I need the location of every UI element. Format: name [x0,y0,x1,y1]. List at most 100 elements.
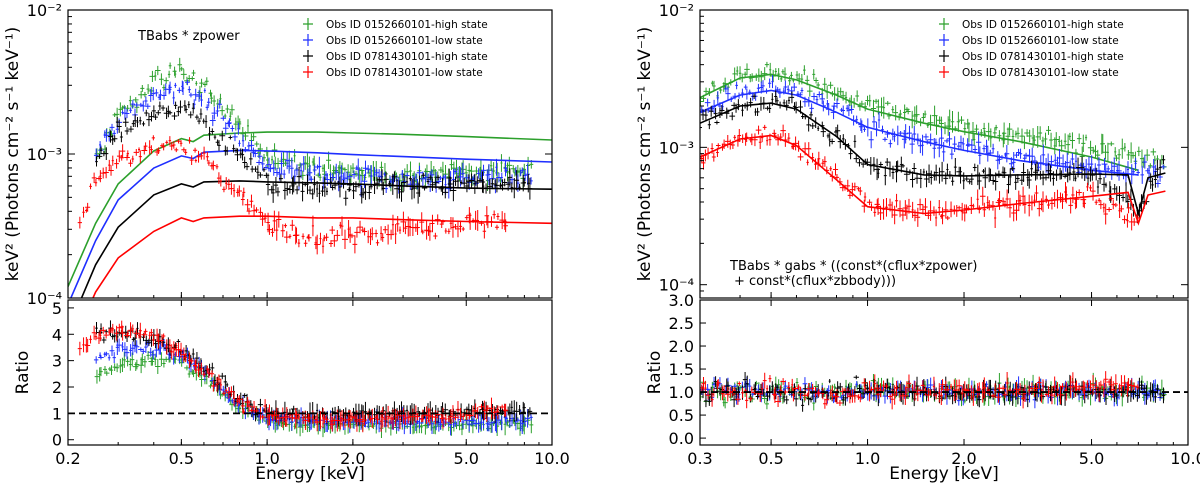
ratio-point [791,388,796,402]
ratio-point [784,395,789,405]
ratio-point [1086,380,1089,388]
ratio-point [124,346,130,360]
data-point [414,173,418,181]
data-point [1161,155,1166,165]
data-point [926,164,932,184]
ratio-point [1114,392,1119,400]
ratio-point [434,410,441,419]
data-point [192,147,198,153]
data-point [234,148,241,162]
data-point [287,185,293,194]
data-point [91,172,97,184]
data-point [227,118,232,128]
data-point [921,134,924,156]
data-point [756,83,760,93]
ratio-point [746,375,749,392]
ratio-point [148,331,151,340]
ratio-point [741,387,745,398]
data-point [434,214,441,225]
data-point [1014,174,1018,190]
data-point [500,172,503,183]
x-tick-label: 0.3 [687,449,712,468]
ratio-point [1044,392,1048,397]
data-point [724,135,731,148]
ratio-point [110,333,115,340]
ratio-point [103,351,106,358]
data-point [939,161,945,182]
data-point [868,131,874,149]
data-point [969,196,974,215]
data-point [320,186,325,197]
ratio-point [447,415,451,423]
data-point [299,163,303,179]
ratio-point [229,386,234,397]
data-point [897,130,904,136]
ratio-point [342,411,348,428]
ratio-y-tick-label: 0.0 [669,429,694,448]
data-point [321,164,325,172]
ratio-point [146,338,152,346]
ratio-point [382,411,388,427]
data-point [173,101,178,109]
data-point [712,80,716,92]
ratio-point [764,398,769,410]
ratio-point [280,407,285,428]
data-point [256,165,260,180]
x-tick-label: 2.0 [951,449,976,468]
y-tick-label: 10⁻⁴ [659,276,694,295]
data-point [124,127,130,135]
ratio-point [1027,385,1031,396]
data-point [760,133,764,143]
data-point [1150,148,1157,156]
ratio-frame [699,299,1189,446]
data-point [401,173,406,192]
data-point [795,71,799,79]
data-point [716,143,721,148]
legend-label: Obs ID 0781430101-high state [326,51,488,63]
data-point [893,131,896,142]
ratio-y-tick-label: 2.5 [669,314,694,333]
ratio-point [419,416,425,423]
data-point [704,98,711,107]
data-point [1097,157,1101,173]
data-point [827,81,834,89]
data-point [428,222,432,241]
data-point [306,234,312,242]
data-point [110,134,115,145]
series-0-ratio-points [94,350,534,438]
data-point [271,160,277,176]
data-point [141,121,146,127]
data-point [1069,132,1075,149]
data-point [447,176,453,192]
model-line-2 [80,180,552,298]
data-point [775,97,779,105]
data-point [351,170,357,179]
ratio-point [134,340,140,354]
ratio-point [1000,385,1006,391]
data-point [349,233,355,239]
data-point [758,135,762,149]
ratio-point [94,369,100,384]
ratio-point [1128,378,1135,393]
spectrum-plot [700,61,1167,231]
data-point [723,85,728,93]
data-point [196,150,201,163]
data-point [89,183,92,190]
ratio-point [479,413,483,431]
data-point [423,172,429,183]
ratio-point [394,408,397,427]
ratio-point [527,407,533,416]
ratio-point [772,387,777,403]
data-point [174,147,179,153]
data-point [950,176,955,186]
data-point [1035,126,1040,148]
data-point [1032,156,1038,166]
data-point [482,223,487,239]
data-point [236,188,240,197]
ratio-point [994,383,997,398]
ratio-point [737,381,742,386]
data-point [160,105,166,111]
ratio-point [99,323,103,335]
chart-panel-left: 0.2 0.5 1.0 2.0 5.0 10.0 10⁻⁴ 10⁻³ 10⁻² 0 1 2 3 4 5 Ene… [3,1,570,484]
data-point [119,131,123,143]
